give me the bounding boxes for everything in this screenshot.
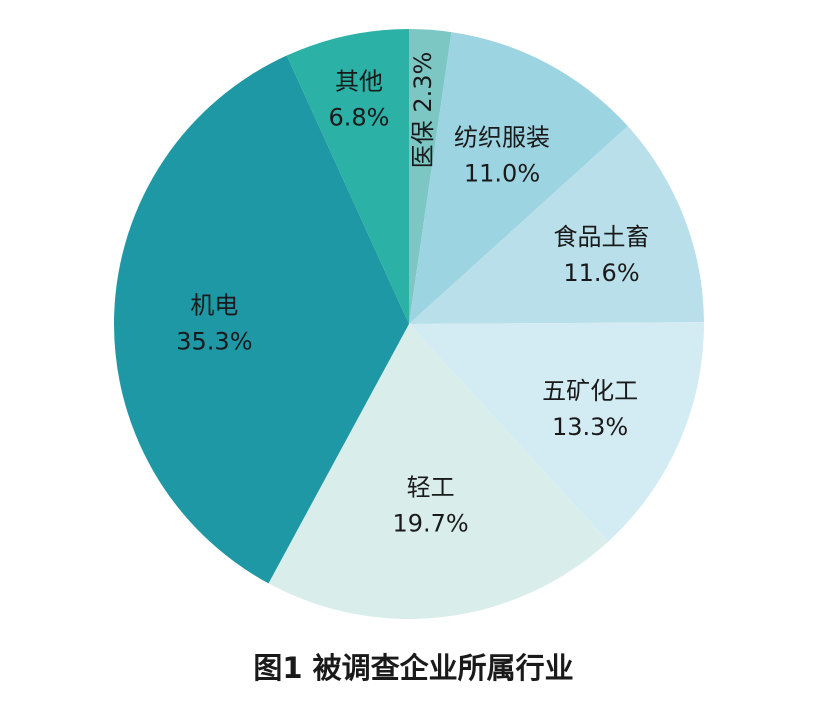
- pie-slice-4: [409, 322, 704, 542]
- slice-name-7: 其他: [335, 67, 383, 95]
- pie-slice-1: [409, 29, 452, 324]
- slice-label-4: 五矿化工 13.3%: [542, 377, 638, 441]
- slice-name-3: 食品土畜: [554, 223, 650, 251]
- slice-name-5: 轻工: [407, 474, 455, 502]
- pie-slice-3: [409, 126, 704, 325]
- pie-slice-7: [286, 29, 409, 324]
- slice-name-6: 机电: [190, 291, 238, 319]
- pie-slices: [114, 29, 704, 620]
- slice-label-3: 食品土畜 11.6%: [554, 223, 650, 287]
- slice-name-2: 纺织服装: [454, 124, 550, 152]
- slice-value-2: 11.0%: [464, 160, 540, 188]
- slice-name-4: 五矿化工: [542, 377, 638, 405]
- slice-value-6: 35.3%: [176, 327, 252, 355]
- pie-slice-2: [409, 32, 628, 324]
- slice-value-5: 19.7%: [392, 510, 468, 538]
- pie-slice-5: [268, 324, 609, 620]
- slice-label-1: 医保 2.3%: [409, 52, 437, 169]
- slice-value-3: 11.6%: [563, 259, 639, 287]
- slice-label-2: 纺织服装 11.0%: [454, 124, 550, 188]
- pie-slice-6: [114, 55, 410, 584]
- slice-value-4: 13.3%: [552, 413, 628, 441]
- slice-value-7: 6.8%: [329, 103, 390, 131]
- slice-label-6: 机电 35.3%: [176, 291, 252, 355]
- pie-labels: 医保 2.3% 纺织服装 11.0% 食品土畜 11.6% 五矿化工 13.3% 轻工 19.7…: [176, 52, 649, 538]
- pie-chart: 医保 2.3% 纺织服装 11.0% 食品土畜 11.6% 五矿化工 13.3% 轻工 19.7…: [114, 29, 704, 620]
- chart-title: 图1 被调查企业所属行业: [253, 651, 574, 685]
- slice-label-5: 轻工 19.7%: [392, 474, 468, 538]
- slice-label-7: 其他 6.8%: [329, 67, 390, 131]
